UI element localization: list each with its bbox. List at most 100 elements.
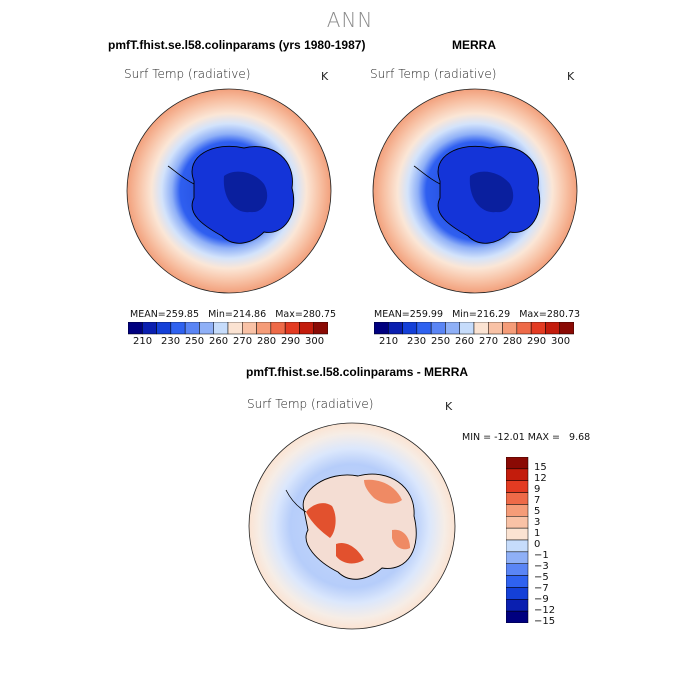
diff-colorbar-swatch bbox=[506, 587, 529, 600]
diff-panel-units: K bbox=[445, 400, 453, 413]
diff-map bbox=[248, 422, 456, 630]
max-label: Max= bbox=[275, 309, 303, 320]
colorbar-swatch bbox=[256, 322, 272, 335]
diff-min-value: -12.01 bbox=[494, 432, 525, 443]
colorbar-1 bbox=[128, 322, 328, 335]
colorbar-swatch bbox=[445, 322, 460, 335]
colorbar-tick: 210 bbox=[379, 336, 399, 347]
coastline bbox=[437, 145, 541, 244]
min-label: Min= bbox=[208, 309, 233, 320]
colorbar-swatch bbox=[142, 322, 157, 335]
mean-value: 259.85 bbox=[165, 309, 200, 320]
diff-colorbar-swatch bbox=[506, 504, 529, 517]
colorbar-tick: 270 bbox=[233, 336, 253, 347]
diff-max-value: 9.68 bbox=[569, 432, 591, 443]
colorbar-tick: 210 bbox=[133, 336, 153, 347]
colorbar-swatch bbox=[502, 322, 518, 335]
diff-colorbar-swatch bbox=[506, 563, 529, 576]
diff-colorbar-tick: 3 bbox=[534, 517, 541, 528]
diff-min-label: MIN = bbox=[462, 432, 492, 443]
diff-colorbar-tick: 0 bbox=[534, 539, 541, 550]
colorbar-tick: 270 bbox=[479, 336, 499, 347]
colorbar-swatch bbox=[473, 322, 489, 335]
diff-colorbar-tick: 7 bbox=[534, 495, 541, 506]
colorbar-tick: 260 bbox=[209, 336, 229, 347]
diff-colorbar-swatch bbox=[506, 527, 529, 541]
panel-1-title: pmfT.fhist.se.l58.colinparams (yrs 1980-… bbox=[108, 38, 366, 52]
diff-colorbar-swatch bbox=[506, 492, 529, 505]
colorbar-tick: 250 bbox=[185, 336, 205, 347]
diff-colorbar-tick: 5 bbox=[534, 506, 541, 517]
diff-colorbar-swatch bbox=[506, 599, 529, 612]
mean-value: 259.99 bbox=[409, 309, 444, 320]
coastline bbox=[191, 145, 295, 244]
diff-colorbar-tick: −5 bbox=[534, 572, 549, 583]
diff-colorbar-tick: −12 bbox=[534, 605, 556, 616]
colorbar-2 bbox=[374, 322, 574, 335]
colorbar-swatch bbox=[184, 322, 200, 335]
colorbar-swatch bbox=[227, 322, 243, 335]
colorbar-swatch bbox=[242, 322, 257, 335]
mean-label: MEAN= bbox=[374, 309, 410, 320]
max-label: Max= bbox=[519, 309, 547, 320]
colorbar-swatch bbox=[270, 322, 286, 335]
panel-1-units: K bbox=[321, 70, 329, 83]
diff-colorbar-tick: 1 bbox=[534, 528, 541, 539]
diff-panel-variable: Surf Temp (radiative) bbox=[247, 397, 374, 411]
colorbar-swatch bbox=[156, 322, 172, 335]
colorbar-swatch bbox=[516, 322, 532, 335]
diff-colorbar-swatch bbox=[506, 457, 529, 470]
colorbar-tick: 230 bbox=[407, 336, 427, 347]
colorbar-swatch bbox=[170, 322, 186, 335]
colorbar-tick: 290 bbox=[527, 336, 547, 347]
panel-1-map bbox=[126, 88, 332, 294]
figure-title: ANN bbox=[326, 8, 374, 32]
diff-colorbar-tick: 12 bbox=[534, 473, 547, 484]
diff-colorbar-swatch bbox=[506, 468, 529, 481]
min-value: 216.29 bbox=[476, 309, 511, 320]
diff-colorbar-tick: −9 bbox=[534, 594, 549, 605]
diff-colorbar-swatch bbox=[506, 610, 529, 623]
min-label: Min= bbox=[452, 309, 477, 320]
colorbar-swatch bbox=[284, 322, 300, 335]
diff-colorbar-ticks: 15 12 9 7 5 3 1 0 −1 −3 −5 −7 −9 −12 −15 bbox=[534, 462, 574, 628]
colorbar-swatch bbox=[402, 322, 418, 335]
max-value: 280.75 bbox=[302, 309, 337, 320]
colorbar-swatch bbox=[374, 322, 389, 335]
colorbar-swatch bbox=[199, 322, 214, 335]
colorbar-tick: 280 bbox=[503, 336, 523, 347]
diff-colorbar-tick: 9 bbox=[534, 484, 541, 495]
colorbar-swatch bbox=[313, 322, 328, 335]
diff-colorbar-tick: −7 bbox=[534, 583, 549, 594]
diff-colorbar-swatch bbox=[506, 539, 529, 553]
panel-2-units: K bbox=[567, 70, 575, 83]
colorbar-tick: 300 bbox=[551, 336, 571, 347]
colorbar-swatch bbox=[459, 322, 475, 335]
colorbar-tick: 290 bbox=[281, 336, 301, 347]
colorbar-tick: 250 bbox=[431, 336, 451, 347]
diff-panel-stats: MIN = -12.01 MAX = 9.68 bbox=[462, 432, 590, 443]
max-value: 280.73 bbox=[546, 309, 581, 320]
panel-1-variable: Surf Temp (radiative) bbox=[124, 67, 251, 81]
panel-2-map bbox=[372, 88, 578, 294]
diff-colorbar-swatch bbox=[506, 575, 529, 588]
colorbar-swatch bbox=[430, 322, 446, 335]
panel-2-variable: Surf Temp (radiative) bbox=[370, 67, 497, 81]
colorbar-swatch bbox=[213, 322, 229, 335]
colorbar-swatch bbox=[530, 322, 546, 335]
coastline bbox=[302, 473, 417, 580]
panel-1-stats: MEAN=259.85 Min=214.86 Max=280.75 bbox=[130, 309, 336, 320]
diff-colorbar-tick: −1 bbox=[534, 550, 549, 561]
mean-label: MEAN= bbox=[130, 309, 166, 320]
colorbar-swatch bbox=[559, 322, 574, 335]
diff-colorbar-swatch bbox=[506, 551, 529, 564]
panel-2-stats: MEAN=259.99 Min=216.29 Max=280.73 bbox=[374, 309, 580, 320]
diff-colorbar-swatch bbox=[506, 480, 529, 493]
colorbar-tick: 280 bbox=[257, 336, 277, 347]
colorbar-tick: 260 bbox=[455, 336, 475, 347]
diff-colorbar-swatch bbox=[506, 516, 529, 529]
colorbar-swatch bbox=[488, 322, 503, 335]
diff-max-label: MAX = bbox=[527, 432, 560, 443]
colorbar-swatch bbox=[416, 322, 432, 335]
colorbar-swatch bbox=[545, 322, 560, 335]
